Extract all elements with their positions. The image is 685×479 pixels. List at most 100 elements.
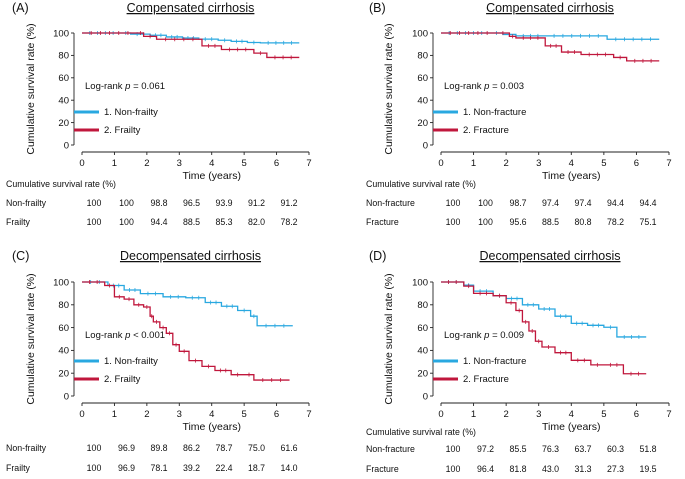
table-cell: 95.6 bbox=[509, 217, 526, 227]
table-cell: 100 bbox=[87, 198, 102, 208]
y-tick-label: 20 bbox=[417, 118, 428, 129]
table-cell: 91.2 bbox=[280, 198, 297, 208]
legend-label: 1. Non-frailty bbox=[104, 356, 158, 367]
x-tick-label: 2 bbox=[503, 409, 508, 420]
panel-title: Compensated cirrhosis bbox=[486, 1, 614, 15]
x-axis-title: Time (years) bbox=[182, 421, 241, 433]
y-tick-label: 100 bbox=[412, 28, 428, 39]
table-cell: 63.7 bbox=[574, 444, 591, 454]
table-header: Cumulative survival rate (%) bbox=[6, 179, 116, 189]
x-tick-label: 6 bbox=[274, 158, 279, 169]
y-tick-label: 100 bbox=[412, 277, 428, 288]
panel-letter: (C) bbox=[12, 249, 29, 263]
y-axis-title: Cumulative survival rate (%) bbox=[383, 273, 395, 404]
series-line-blue bbox=[441, 281, 647, 338]
table-cell: 94.4 bbox=[607, 198, 624, 208]
table-cell: 80.8 bbox=[574, 217, 591, 227]
x-tick-label: 7 bbox=[666, 158, 671, 169]
censor-marks-blue bbox=[448, 31, 651, 42]
table-cell: 85.3 bbox=[215, 217, 232, 227]
logrank-value: = 0.009 bbox=[489, 330, 524, 341]
logrank-value: = 0.003 bbox=[489, 81, 524, 92]
table-cell: 60.3 bbox=[607, 444, 624, 454]
x-tick-label: 3 bbox=[177, 158, 182, 169]
table-cell: 19.5 bbox=[639, 464, 656, 474]
y-tick-label: 80 bbox=[58, 51, 69, 62]
logrank-p: p bbox=[483, 81, 489, 92]
table-cell: 96.9 bbox=[118, 463, 135, 473]
legend-label: 1. Non-fracture bbox=[463, 356, 526, 367]
censor-marks-blue bbox=[90, 280, 285, 328]
table-cell: 51.8 bbox=[639, 444, 656, 454]
y-tick-label: 80 bbox=[417, 51, 428, 62]
y-tick-label: 80 bbox=[417, 300, 428, 311]
logrank-p: p bbox=[124, 81, 130, 92]
y-tick-label: 60 bbox=[58, 323, 69, 334]
table-cell: 27.3 bbox=[607, 464, 624, 474]
table-cell: 82.0 bbox=[248, 217, 265, 227]
y-tick-label: 20 bbox=[58, 369, 69, 380]
table-cell: 78.2 bbox=[280, 217, 297, 227]
table-cell: 76.3 bbox=[542, 444, 559, 454]
table-header: Cumulative survival rate (%) bbox=[366, 427, 476, 437]
x-tick-label: 5 bbox=[241, 158, 246, 169]
y-tick-label: 40 bbox=[58, 346, 69, 357]
table-cell: 94.4 bbox=[639, 198, 656, 208]
x-tick-label: 1 bbox=[471, 409, 476, 420]
y-tick-label: 60 bbox=[417, 73, 428, 84]
y-tick-label: 60 bbox=[58, 73, 69, 84]
table-cell: 100 bbox=[478, 217, 493, 227]
table-cell: 100 bbox=[87, 217, 102, 227]
table-row-label: Non-fracture bbox=[366, 444, 415, 454]
censor-marks-red bbox=[449, 31, 652, 63]
table-cell: 94.4 bbox=[150, 217, 167, 227]
table-cell: 100 bbox=[87, 463, 102, 473]
x-tick-label: 7 bbox=[306, 158, 311, 169]
x-tick-label: 2 bbox=[144, 409, 149, 420]
table-cell: 22.4 bbox=[215, 463, 232, 473]
censor-marks-red bbox=[89, 280, 282, 383]
legend-label: 2. Fracture bbox=[463, 374, 509, 385]
table-row-label: Frailty bbox=[6, 463, 31, 473]
table-cell: 75.1 bbox=[639, 217, 656, 227]
y-tick-label: 0 bbox=[423, 391, 428, 402]
y-tick-label: 100 bbox=[53, 277, 69, 288]
table-row-label: Fracture bbox=[366, 217, 399, 227]
table-cell: 97.4 bbox=[574, 198, 591, 208]
legend-label: 1. Non-fracture bbox=[463, 107, 526, 118]
table-cell: 39.2 bbox=[183, 463, 200, 473]
table-cell: 78.1 bbox=[150, 463, 167, 473]
censor-marks-red bbox=[90, 31, 292, 60]
x-tick-label: 7 bbox=[666, 409, 671, 420]
table-row-label: Frailty bbox=[6, 217, 31, 227]
x-tick-label: 3 bbox=[536, 158, 541, 169]
y-tick-label: 60 bbox=[417, 323, 428, 334]
x-tick-label: 4 bbox=[569, 409, 574, 420]
table-row-label: Non-frailty bbox=[6, 443, 47, 453]
y-axis-title: Cumulative survival rate (%) bbox=[25, 273, 37, 404]
panel-letter: (B) bbox=[369, 1, 386, 15]
y-axis-title: Cumulative survival rate (%) bbox=[25, 23, 37, 154]
x-tick-label: 6 bbox=[634, 158, 639, 169]
x-tick-label: 5 bbox=[601, 409, 606, 420]
table-cell: 61.6 bbox=[280, 443, 297, 453]
logrank-prefix: Log-rank bbox=[85, 330, 125, 341]
y-tick-label: 0 bbox=[64, 391, 69, 402]
logrank-prefix: Log-rank bbox=[444, 81, 484, 92]
y-tick-label: 0 bbox=[423, 140, 428, 151]
table-cell: 100 bbox=[446, 444, 461, 454]
series-line-blue bbox=[82, 281, 293, 327]
table-cell: 18.7 bbox=[248, 463, 265, 473]
x-tick-label: 2 bbox=[144, 158, 149, 169]
legend-label: 2. Frailty bbox=[104, 374, 141, 385]
logrank-text: Log-rank p = 0.003 bbox=[444, 81, 524, 92]
table-cell: 88.5 bbox=[542, 217, 559, 227]
logrank-text: Log-rank p = 0.009 bbox=[444, 330, 524, 341]
table-cell: 43.0 bbox=[542, 464, 559, 474]
legend-label: 2. Fracture bbox=[463, 125, 509, 136]
logrank-prefix: Log-rank bbox=[85, 81, 125, 92]
x-tick-label: 1 bbox=[471, 158, 476, 169]
y-tick-label: 40 bbox=[58, 96, 69, 107]
table-cell: 31.3 bbox=[574, 464, 591, 474]
